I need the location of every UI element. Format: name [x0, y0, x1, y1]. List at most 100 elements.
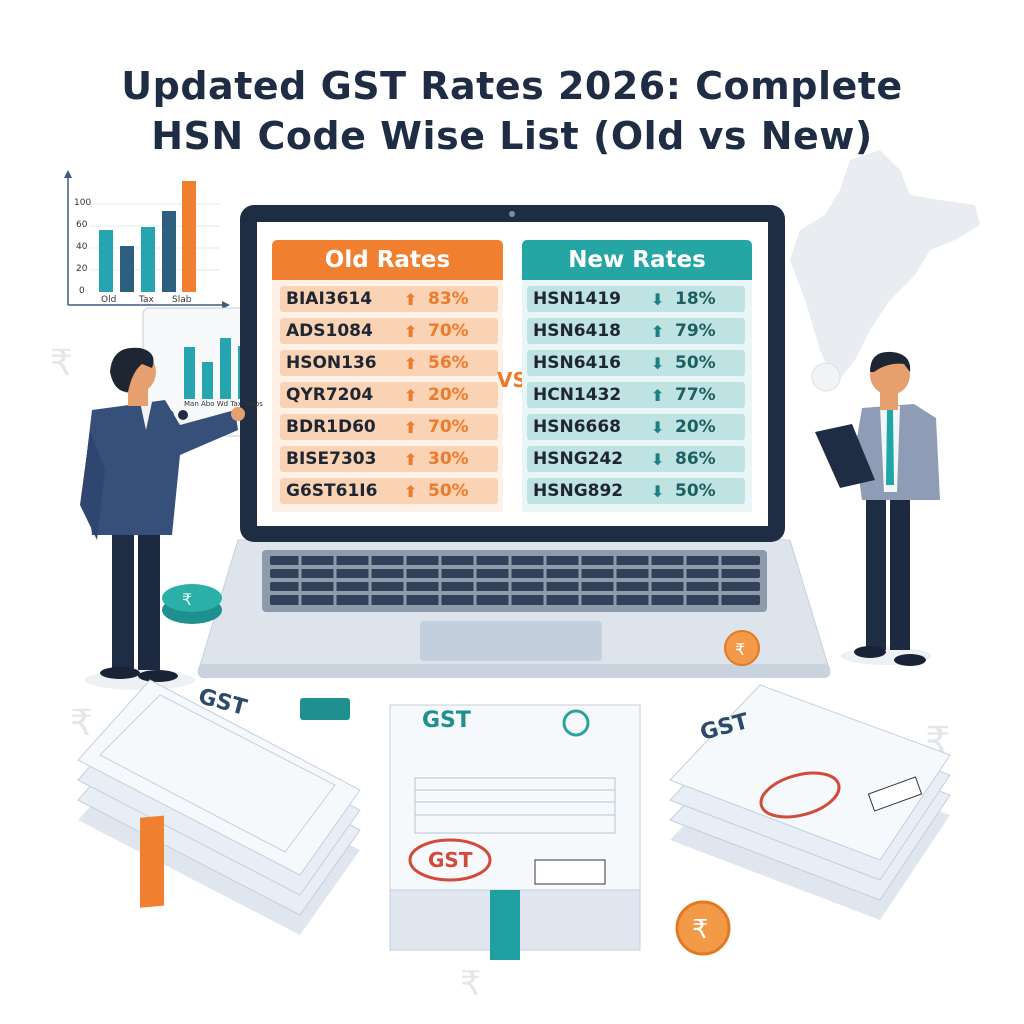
chart-bar — [220, 338, 231, 399]
new-rates-header: New Rates — [522, 240, 752, 280]
rate-percent: 56% — [428, 353, 469, 373]
hsn-code: HSNG892 — [533, 481, 624, 501]
rate-percent: 83% — [428, 289, 469, 309]
rate-percent: 30% — [428, 449, 469, 469]
hsn-code: BDR1D60 — [286, 417, 376, 437]
x-tick: Tax — [139, 295, 154, 305]
hsn-code: HSNG242 — [533, 449, 624, 469]
rate-percent: 20% — [428, 385, 469, 405]
svg-text:₹: ₹ — [735, 640, 745, 659]
rate-row: BISE7303 ⬆ 30% — [280, 446, 498, 472]
chart-bar — [182, 181, 196, 292]
arrow-up-icon: ⬆ — [404, 321, 418, 341]
chart-bar — [141, 227, 155, 292]
rate-percent: 70% — [428, 417, 469, 437]
rupee-icon: ₹ — [50, 343, 73, 384]
hsn-code: HSN1419 — [533, 289, 622, 309]
rate-percent: 86% — [675, 449, 716, 469]
x-tick: Old — [101, 295, 117, 305]
hsn-code: QYR7204 — [286, 385, 374, 405]
webcam-icon — [509, 211, 515, 217]
rupee-coin-icon — [724, 630, 760, 666]
rate-row: HSON136 ⬆ 56% — [280, 350, 498, 376]
svg-text:₹: ₹ — [182, 590, 192, 609]
arrow-down-icon: ⬇ — [651, 481, 665, 501]
rate-percent: 50% — [428, 481, 469, 501]
rate-row: HSN6418 ⬆ 79% — [527, 318, 745, 344]
y-tick: 100 — [74, 198, 92, 208]
arrow-down-icon: ⬇ — [651, 417, 665, 437]
rate-percent: 50% — [675, 353, 716, 373]
x-tick: Slab — [172, 295, 192, 305]
hsn-code: BISE7303 — [286, 449, 377, 469]
hsn-code: HSON136 — [286, 353, 377, 373]
rate-row: BDR1D60 ⬆ 70% — [280, 414, 498, 440]
hsn-code: HSN6418 — [533, 321, 622, 341]
chart-bar — [184, 347, 195, 399]
arrow-up-icon: ⬆ — [404, 289, 418, 309]
y-tick: 0 — [79, 286, 85, 296]
arrow-up-icon: ⬆ — [404, 417, 418, 437]
hsn-code: HCN1432 — [533, 385, 622, 405]
rate-row: HSN6668 ⬇ 20% — [527, 414, 745, 440]
rate-percent: 70% — [428, 321, 469, 341]
rupee-note-icon — [300, 698, 350, 720]
arrow-down-icon: ⬇ — [651, 289, 665, 309]
chart-bar — [162, 211, 176, 292]
rate-row: QYR7204 ⬆ 20% — [280, 382, 498, 408]
rate-percent: 79% — [675, 321, 716, 341]
man-presenting — [80, 347, 245, 690]
old-rates-header: Old Rates — [272, 240, 503, 280]
arrow-up-icon: ⬆ — [404, 353, 418, 373]
hsn-code: BIAI3614 — [286, 289, 373, 309]
arrow-up-icon: ⬆ — [404, 385, 418, 405]
india-map — [790, 150, 980, 385]
rate-row: BIAI3614 ⬆ 83% — [280, 286, 498, 312]
page-title-line-1: Updated GST Rates 2026: Complete — [121, 64, 903, 108]
gst-stamp — [759, 771, 841, 819]
gst-stamp — [408, 838, 492, 882]
touchpad — [420, 621, 602, 661]
y-tick: 20 — [76, 264, 88, 274]
arrow-up-icon: ⬆ — [404, 449, 418, 469]
rate-row: HCN1432 ⬆ 77% — [527, 382, 745, 408]
arrow-up-icon: ⬆ — [651, 321, 665, 341]
rupee-coin-icon — [675, 900, 731, 956]
svg-text:₹: ₹ — [692, 915, 709, 945]
y-tick: 60 — [76, 220, 88, 230]
document-stack-left — [77, 679, 361, 935]
barcode-icon — [867, 776, 923, 812]
arrow-down-icon: ⬇ — [651, 449, 665, 469]
hsn-code: HSN6668 — [533, 417, 622, 437]
hsn-code: HSN6416 — [533, 353, 622, 373]
rate-percent: 50% — [675, 481, 716, 501]
rupee-icon: ₹ — [460, 964, 482, 1004]
page-title-line-2: HSN Code Wise List (Old vs New) — [151, 114, 873, 158]
rupee-coin-icon — [811, 362, 841, 392]
rate-row: HSNG242 ⬇ 86% — [527, 446, 745, 472]
vs-label: VS — [497, 368, 527, 392]
document-band — [490, 890, 520, 960]
rate-row: HSN6416 ⬇ 50% — [527, 350, 745, 376]
hsn-code: ADS1084 — [286, 321, 373, 341]
man-with-clipboard — [815, 351, 940, 666]
rate-row: ADS1084 ⬆ 70% — [280, 318, 498, 344]
document-stack-center — [389, 704, 641, 960]
arrow-down-icon: ⬇ — [651, 353, 665, 373]
rupee-icon: ₹ — [70, 703, 93, 744]
gst-stamp-text: GST — [428, 848, 473, 872]
rate-percent: 77% — [675, 385, 716, 405]
document-band — [140, 815, 164, 908]
arrow-up-icon: ⬆ — [651, 385, 665, 405]
rate-row: HSN1419 ⬇ 18% — [527, 286, 745, 312]
document-title-center: GST — [422, 708, 471, 733]
rate-row: HSNG892 ⬇ 50% — [527, 478, 745, 504]
rate-percent: 18% — [675, 289, 716, 309]
bar-chart — [64, 170, 230, 309]
chart-bar — [99, 230, 113, 292]
arrow-up-icon: ⬆ — [404, 481, 418, 501]
chart-bar — [202, 362, 213, 399]
y-tick: 40 — [76, 242, 88, 252]
rupee-seal-icon — [562, 709, 590, 737]
